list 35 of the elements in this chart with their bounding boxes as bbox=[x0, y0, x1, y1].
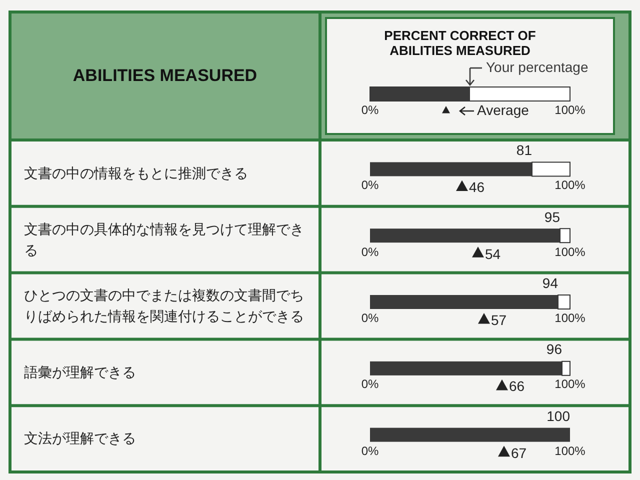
text: 100% bbox=[554, 103, 586, 117]
data-label: 96 bbox=[545, 341, 562, 358]
bar bbox=[370, 428, 570, 442]
y-tick-label: ひとつの文書の中でまたは複数の文書間でちりばめられた情報を関連付けることができる bbox=[24, 286, 305, 326]
point bbox=[456, 180, 468, 191]
data-label: 100 bbox=[546, 408, 570, 424]
text: 100% bbox=[554, 244, 586, 259]
data-label: 54 bbox=[485, 246, 501, 262]
data-label: 46 bbox=[469, 179, 485, 196]
data-label: 81 bbox=[515, 142, 532, 158]
data-label: 67 bbox=[511, 444, 527, 461]
text: 0% bbox=[361, 244, 379, 259]
point bbox=[498, 446, 510, 457]
text: 100% bbox=[554, 311, 586, 325]
point bbox=[472, 246, 484, 258]
point bbox=[478, 313, 490, 324]
chart-title: PERCENT CORRECT OF ABILITIES MEASURED bbox=[383, 28, 537, 58]
text: 0% bbox=[361, 311, 379, 325]
legend-label: Your percentage bbox=[486, 59, 588, 75]
text: 0% bbox=[361, 103, 379, 117]
y-tick-label: 文書の中の情報をもとに推測できる bbox=[24, 164, 249, 183]
y-tick-label: 文法が理解できる bbox=[24, 429, 137, 448]
text: 100% bbox=[554, 444, 586, 458]
legend-label: Average bbox=[477, 102, 529, 118]
data-label: 57 bbox=[491, 312, 507, 328]
data-label: 94 bbox=[541, 275, 558, 291]
y-tick-label: 語彙が理解できる bbox=[24, 362, 137, 382]
point bbox=[496, 379, 508, 390]
y-axis-title: ABILITIES MEASURED bbox=[72, 66, 258, 86]
y-tick-label: 文書の中の具体的な情報を見つけて理解できる bbox=[24, 220, 305, 260]
text: 100% bbox=[554, 377, 586, 392]
data-label: 66 bbox=[509, 378, 525, 394]
text: 0% bbox=[361, 444, 379, 458]
text: 0% bbox=[361, 377, 379, 392]
data-label: 95 bbox=[543, 208, 560, 225]
